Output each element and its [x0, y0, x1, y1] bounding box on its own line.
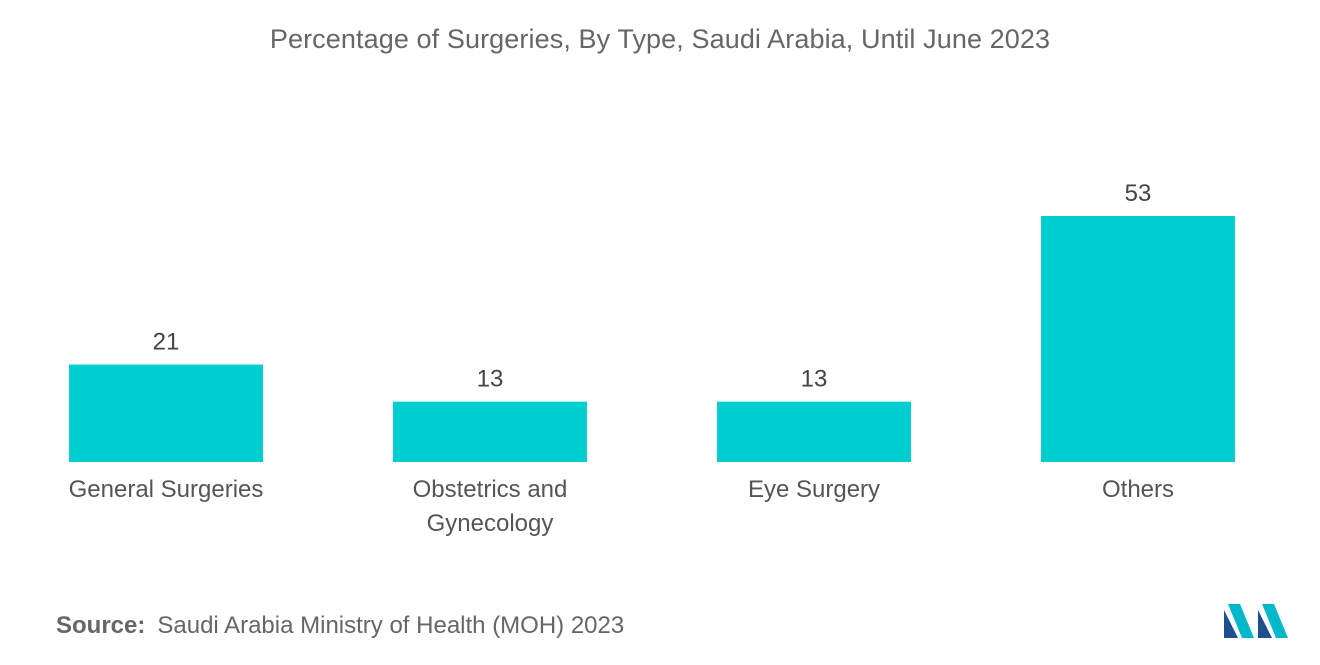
category-label-line: Eye Surgery — [748, 476, 880, 503]
mordor-intelligence-logo-icon — [1224, 604, 1288, 638]
chart-title: Percentage of Surgeries, By Type, Saudi … — [269, 24, 1051, 54]
bar-2 — [717, 401, 911, 462]
category-label-line: Gynecology — [427, 510, 554, 537]
category-label-3: Others — [1102, 476, 1174, 503]
category-label-2: Eye Surgery — [748, 476, 880, 503]
source-note: Source: Saudi Arabia Ministry of Health (… — [56, 612, 624, 640]
bar-1 — [393, 401, 587, 462]
logo-shape-left — [1224, 610, 1238, 638]
category-label-line: Others — [1102, 476, 1174, 503]
category-label-line: Obstetrics and — [413, 476, 568, 503]
category-label-0: General Surgeries — [69, 476, 264, 503]
logo-shape-mid-left — [1228, 604, 1254, 638]
bar-3 — [1041, 216, 1235, 462]
logo-shape-right — [1262, 604, 1288, 638]
data-label-0: 21 — [153, 329, 180, 356]
data-label-2: 13 — [801, 366, 828, 393]
category-label-line: General Surgeries — [69, 476, 264, 503]
category-label-1: Obstetrics and Gynecology — [413, 476, 568, 537]
source-label: Source: — [56, 612, 146, 639]
bar-0 — [69, 364, 263, 462]
data-label-3: 53 — [1125, 180, 1152, 207]
data-label-1: 13 — [477, 366, 504, 393]
logo-shape-mid-right — [1258, 610, 1272, 638]
source-text: Saudi Arabia Ministry of Health (MOH) 20… — [157, 612, 625, 639]
